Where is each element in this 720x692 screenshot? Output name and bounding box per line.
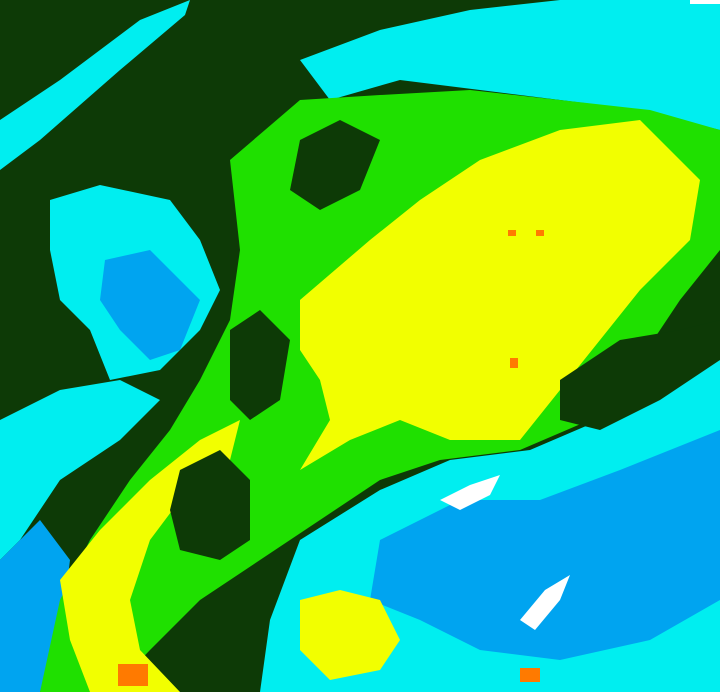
cyan-region-bottom xyxy=(0,380,160,560)
white-spot xyxy=(440,475,500,510)
orange-spot xyxy=(536,230,544,236)
orange-spot xyxy=(118,664,148,686)
dark-gap xyxy=(230,310,290,420)
yellow-patch-south xyxy=(300,590,400,680)
yellow-core xyxy=(300,120,700,470)
dark-gap xyxy=(560,320,720,430)
white-spot xyxy=(690,0,720,4)
blue-region-southeast xyxy=(370,430,720,660)
orange-spot xyxy=(520,668,540,682)
cyan-streak-left xyxy=(0,0,190,170)
cyan-region-top xyxy=(300,0,720,130)
blue-region-left xyxy=(100,250,200,360)
orange-spot xyxy=(510,358,518,368)
white-spot xyxy=(520,575,570,630)
dark-gap xyxy=(290,120,380,210)
orange-spot xyxy=(508,230,516,236)
dark-gap xyxy=(170,450,250,560)
